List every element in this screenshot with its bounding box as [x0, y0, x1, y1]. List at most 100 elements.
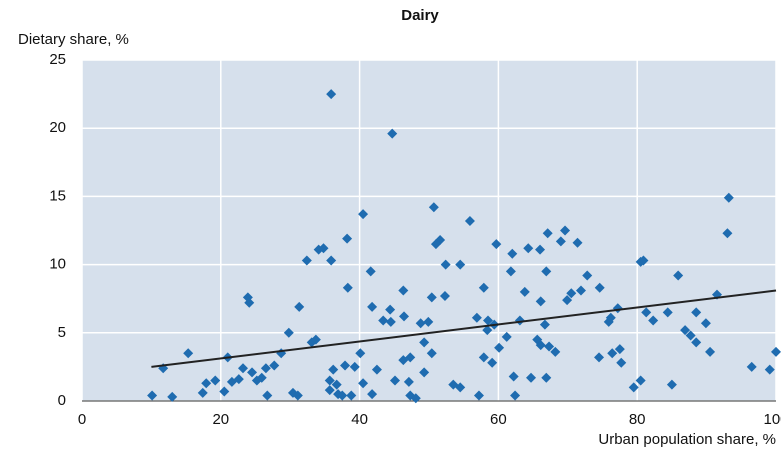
- point: [426, 348, 437, 359]
- point: [440, 259, 451, 270]
- point: [318, 243, 329, 254]
- point: [746, 361, 757, 372]
- point: [398, 285, 409, 296]
- point: [505, 266, 516, 277]
- point: [535, 244, 546, 255]
- point: [371, 364, 382, 375]
- y-tick-label: 10: [49, 256, 66, 273]
- point: [283, 327, 294, 338]
- point: [403, 376, 414, 387]
- point: [210, 375, 221, 386]
- y-tick-label: 20: [49, 119, 66, 136]
- point: [387, 128, 398, 139]
- point: [328, 364, 339, 375]
- point: [519, 286, 530, 297]
- point: [582, 270, 593, 281]
- point: [491, 239, 502, 250]
- point: [722, 228, 733, 239]
- point: [426, 292, 437, 303]
- point: [415, 318, 426, 329]
- point: [337, 390, 348, 401]
- point: [526, 372, 537, 383]
- point: [464, 215, 475, 226]
- point: [238, 363, 249, 374]
- point: [607, 348, 618, 359]
- plot-area: [82, 60, 776, 401]
- point: [542, 228, 553, 239]
- point: [523, 243, 534, 254]
- point: [292, 390, 303, 401]
- point: [419, 337, 430, 348]
- point: [399, 311, 410, 322]
- point: [541, 372, 552, 383]
- point: [455, 382, 466, 393]
- point: [680, 325, 691, 336]
- point: [494, 342, 505, 353]
- point: [508, 371, 519, 382]
- point: [389, 375, 400, 386]
- point: [324, 385, 335, 396]
- point: [641, 307, 652, 318]
- point: [167, 391, 178, 402]
- x-tick-label: 0: [78, 411, 86, 428]
- point: [367, 389, 378, 400]
- point: [219, 386, 230, 397]
- point: [605, 312, 616, 323]
- point: [355, 348, 366, 359]
- point: [244, 297, 255, 308]
- point: [269, 360, 280, 371]
- point: [324, 375, 335, 386]
- point: [572, 237, 583, 248]
- point: [594, 352, 605, 363]
- point: [723, 192, 734, 203]
- point: [507, 248, 518, 259]
- point: [691, 337, 702, 348]
- point: [560, 225, 571, 236]
- point: [535, 340, 546, 351]
- point: [700, 318, 711, 329]
- point: [478, 352, 489, 363]
- point: [260, 363, 271, 374]
- point: [439, 290, 450, 301]
- point: [262, 390, 273, 401]
- point: [614, 344, 625, 355]
- point: [566, 288, 577, 299]
- point: [247, 367, 258, 378]
- point: [562, 295, 573, 306]
- point: [294, 301, 305, 312]
- point: [256, 372, 267, 383]
- point: [764, 364, 775, 375]
- point: [471, 312, 482, 323]
- point: [233, 374, 244, 385]
- point: [666, 379, 677, 390]
- point: [378, 315, 389, 326]
- point: [428, 202, 439, 213]
- chart-title: Dairy: [401, 7, 439, 24]
- trend-line: [151, 289, 777, 368]
- point: [385, 316, 396, 327]
- x-axis-label: Urban population share, %: [598, 431, 776, 448]
- point: [342, 233, 353, 244]
- point: [555, 236, 566, 247]
- point: [358, 378, 369, 389]
- point: [326, 89, 337, 100]
- point: [501, 331, 512, 342]
- point: [201, 378, 212, 389]
- x-tick-label: 100: [763, 411, 781, 428]
- x-tick-label: 80: [629, 411, 646, 428]
- point: [367, 301, 378, 312]
- point: [628, 382, 639, 393]
- point: [594, 282, 605, 293]
- point: [550, 346, 561, 357]
- x-tick-label: 40: [351, 411, 368, 428]
- point: [455, 259, 466, 270]
- point: [535, 296, 546, 307]
- point: [616, 357, 627, 368]
- point: [575, 285, 586, 296]
- point: [326, 255, 337, 266]
- point: [544, 341, 555, 352]
- point: [349, 361, 360, 372]
- point: [482, 315, 493, 326]
- point: [183, 348, 194, 359]
